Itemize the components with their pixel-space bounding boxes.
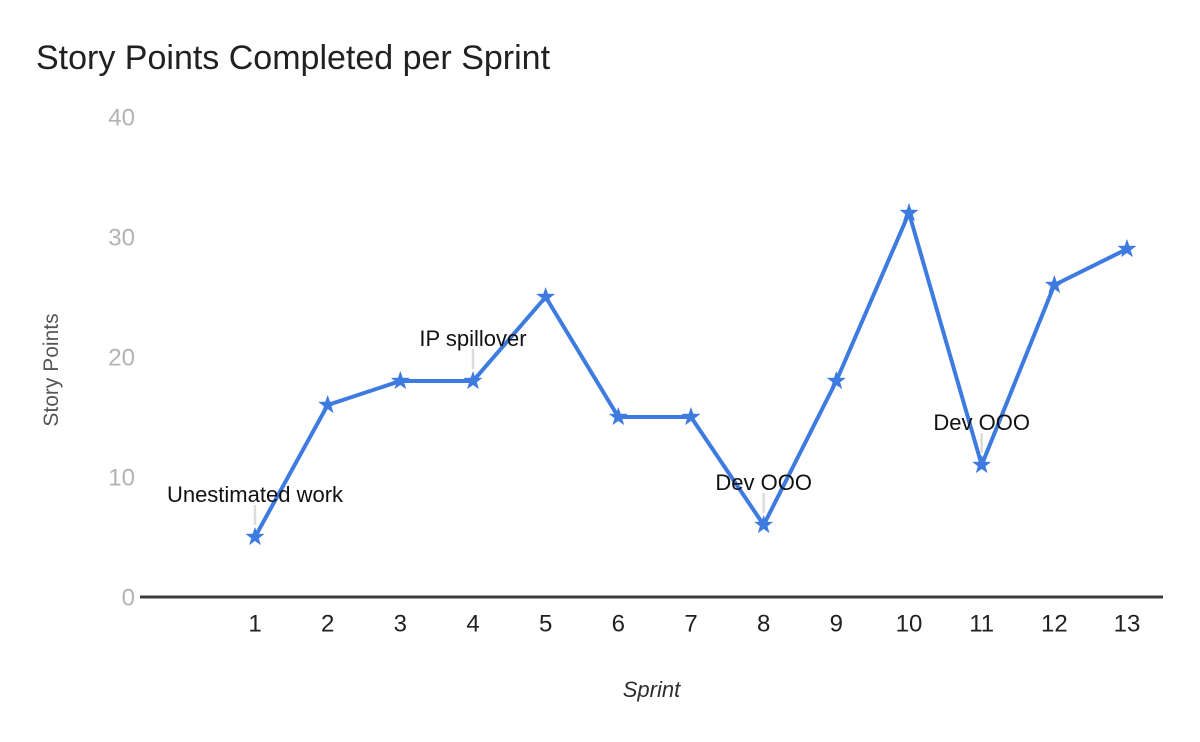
- x-tick-label: 7: [684, 610, 697, 637]
- x-tick-label: 6: [612, 610, 625, 637]
- x-tick-label: 4: [466, 610, 479, 637]
- data-point-star: [681, 407, 701, 426]
- data-point-star: [826, 371, 846, 390]
- series-line: [253, 211, 1129, 539]
- y-tick-label: 10: [108, 464, 135, 491]
- x-tick-label: 8: [757, 610, 770, 637]
- x-tick-label: 9: [830, 610, 843, 637]
- data-point-star: [754, 515, 774, 534]
- x-tick-label: 11: [969, 610, 994, 637]
- data-point-star: [1117, 239, 1137, 258]
- annotation-label: Unestimated work: [167, 482, 344, 507]
- data-point-star: [536, 287, 556, 306]
- data-point-star: [608, 407, 628, 426]
- x-tick-label: 12: [1041, 610, 1068, 637]
- x-tick-label: 2: [321, 610, 334, 637]
- data-point-star: [972, 455, 992, 474]
- data-point-star: [390, 371, 410, 390]
- data-point-star: [318, 395, 338, 414]
- x-tick-label: 5: [539, 610, 552, 637]
- x-axis-title: Sprint: [622, 677, 681, 702]
- data-point-star: [1044, 275, 1064, 294]
- y-tick-label: 30: [108, 224, 135, 251]
- x-tick-label: 10: [896, 610, 923, 637]
- y-tick-label: 0: [122, 584, 135, 611]
- annotation-label: Dev OOO: [715, 470, 812, 495]
- data-point-star: [245, 527, 265, 546]
- x-tick-label: 1: [248, 610, 261, 637]
- annotation-label: Dev OOO: [933, 410, 1030, 435]
- x-tick-label: 3: [394, 610, 407, 637]
- y-tick-label: 20: [108, 344, 135, 371]
- annotation-label: IP spillover: [419, 326, 526, 351]
- data-point-star: [899, 203, 919, 222]
- data-point-star: [463, 371, 483, 390]
- chart-title: Story Points Completed per Sprint: [36, 39, 551, 77]
- y-tick-label: 40: [108, 104, 135, 131]
- x-tick-label: 13: [1114, 610, 1141, 637]
